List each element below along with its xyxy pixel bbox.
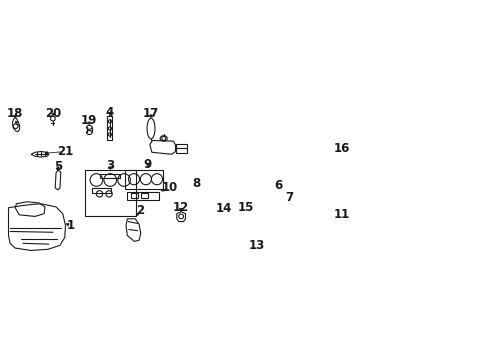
Bar [91,188,111,193]
Text: 16: 16 [333,142,349,155]
Text: 17: 17 [142,107,159,120]
Text: 20: 20 [44,107,61,120]
Text: 8: 8 [192,177,200,190]
Text: 1: 1 [66,219,75,232]
Bar [239,192,280,215]
Text: 2: 2 [136,204,144,217]
Text: 15: 15 [237,201,253,214]
Bar [131,193,138,198]
Text: 7: 7 [285,191,293,204]
Text: 10: 10 [161,181,178,194]
Text: 5: 5 [54,159,62,173]
Text: 13: 13 [248,239,264,252]
Bar [125,170,163,189]
Text: 19: 19 [81,114,97,127]
Text: 21: 21 [57,145,74,158]
Text: 14: 14 [216,202,232,215]
Bar [84,170,136,216]
Text: 4: 4 [105,106,114,119]
Text: 3: 3 [106,159,114,172]
Text: 12: 12 [172,201,188,214]
Bar [141,193,147,198]
Bar [107,116,112,140]
Bar [175,144,187,153]
Bar [217,216,221,220]
Text: 9: 9 [143,158,152,171]
Text: 11: 11 [333,208,349,221]
Bar [100,174,120,178]
Bar [209,215,222,225]
Text: 18: 18 [7,107,23,120]
Bar [211,216,215,220]
Text: 6: 6 [274,179,282,192]
Bar [127,192,159,200]
